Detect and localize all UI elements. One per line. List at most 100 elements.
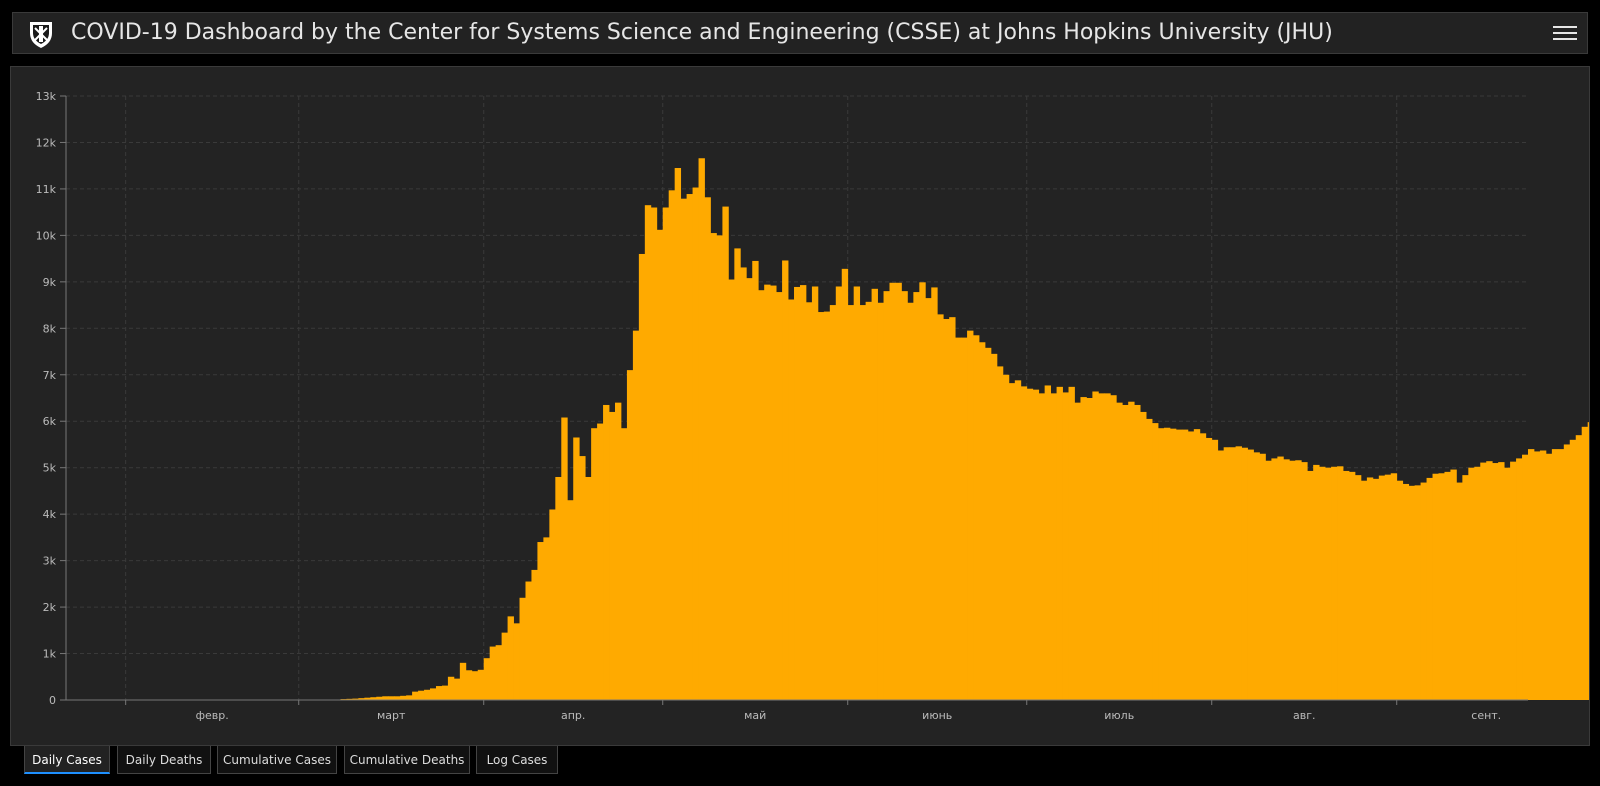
bar[interactable] (400, 695, 407, 700)
bar[interactable] (1319, 466, 1326, 700)
bar[interactable] (1289, 460, 1296, 700)
bar[interactable] (913, 292, 920, 700)
bar[interactable] (1050, 393, 1057, 700)
bar[interactable] (1265, 460, 1272, 700)
bar[interactable] (1110, 395, 1117, 700)
bar[interactable] (1498, 462, 1505, 700)
bar[interactable] (1516, 458, 1523, 700)
bar[interactable] (1468, 467, 1475, 700)
bar[interactable] (1474, 466, 1481, 700)
bar[interactable] (829, 305, 837, 700)
bar[interactable] (459, 662, 467, 700)
bar[interactable] (597, 423, 604, 700)
bar[interactable] (507, 616, 514, 700)
bar[interactable] (352, 698, 359, 700)
bar[interactable] (758, 290, 765, 700)
bar[interactable] (650, 207, 658, 700)
bar[interactable] (1044, 385, 1052, 700)
bar[interactable] (1152, 423, 1159, 700)
bar[interactable] (961, 337, 968, 700)
bar[interactable] (788, 299, 795, 700)
bar[interactable] (441, 685, 449, 700)
bar[interactable] (859, 305, 867, 700)
bar[interactable] (573, 437, 580, 700)
bar[interactable] (752, 260, 759, 700)
bar[interactable] (1575, 435, 1583, 700)
bar[interactable] (1384, 474, 1392, 700)
bar[interactable] (1528, 449, 1535, 700)
tab-daily-deaths[interactable]: Daily Deaths (117, 746, 211, 774)
bar[interactable] (1343, 470, 1350, 700)
tab-cumulative-cases[interactable]: Cumulative Cases (217, 746, 337, 774)
bar[interactable] (1020, 386, 1028, 700)
bar[interactable] (364, 697, 371, 700)
bar[interactable] (483, 658, 491, 700)
bar[interactable] (686, 194, 693, 700)
bar[interactable] (794, 286, 801, 700)
bar[interactable] (1587, 422, 1589, 700)
bar[interactable] (1193, 429, 1201, 700)
bar[interactable] (471, 671, 479, 700)
bar[interactable] (1062, 392, 1069, 700)
bar[interactable] (1522, 454, 1529, 700)
bar[interactable] (1014, 380, 1022, 700)
bar[interactable] (1116, 402, 1123, 700)
bar[interactable] (973, 335, 980, 700)
bar[interactable] (537, 542, 544, 700)
bar[interactable] (1158, 428, 1165, 700)
bar[interactable] (674, 168, 682, 700)
bar[interactable] (955, 337, 962, 700)
bar[interactable] (1092, 391, 1099, 700)
bar[interactable] (1354, 475, 1362, 700)
bar[interactable] (931, 287, 938, 700)
bar[interactable] (603, 404, 610, 700)
bar[interactable] (1420, 482, 1427, 700)
bar[interactable] (1557, 449, 1565, 700)
bar[interactable] (967, 330, 974, 700)
bar[interactable] (1313, 464, 1320, 700)
bar[interactable] (1259, 453, 1266, 700)
bar[interactable] (728, 279, 735, 700)
bar[interactable] (394, 696, 401, 700)
bar[interactable] (1002, 374, 1010, 700)
bar[interactable] (1104, 393, 1111, 700)
bar[interactable] (1253, 452, 1260, 700)
bar[interactable] (1217, 450, 1225, 700)
bar[interactable] (1378, 475, 1386, 700)
bar[interactable] (561, 417, 568, 700)
bar[interactable] (1199, 433, 1207, 700)
bar[interactable] (1235, 446, 1242, 700)
bar[interactable] (1056, 386, 1063, 700)
bar[interactable] (1456, 482, 1463, 700)
bar[interactable] (376, 696, 383, 700)
bar[interactable] (877, 302, 884, 700)
bar[interactable] (901, 291, 908, 700)
bar[interactable] (1271, 458, 1278, 700)
bar[interactable] (579, 456, 586, 700)
bar[interactable] (614, 402, 622, 700)
bar[interactable] (435, 686, 443, 700)
bar[interactable] (1426, 477, 1433, 700)
bar[interactable] (1074, 402, 1081, 700)
bar[interactable] (782, 260, 789, 700)
bar[interactable] (501, 632, 508, 700)
bar[interactable] (1450, 469, 1457, 700)
bar[interactable] (531, 569, 538, 700)
bar[interactable] (1486, 461, 1493, 700)
bar[interactable] (871, 288, 878, 700)
bar[interactable] (424, 689, 431, 700)
bar[interactable] (1080, 397, 1087, 700)
bar[interactable] (1169, 428, 1177, 700)
bar[interactable] (1545, 453, 1553, 700)
bar[interactable] (835, 286, 843, 700)
bar[interactable] (710, 233, 717, 701)
bar[interactable] (1187, 431, 1195, 700)
bar[interactable] (907, 302, 914, 700)
bar[interactable] (996, 366, 1004, 700)
bar[interactable] (680, 198, 688, 700)
tab-log-cases[interactable]: Log Cases (476, 746, 558, 774)
bar[interactable] (979, 342, 986, 700)
bar[interactable] (662, 207, 670, 700)
bar[interactable] (740, 267, 747, 700)
tab-cumulative-deaths[interactable]: Cumulative Deaths (344, 746, 470, 774)
